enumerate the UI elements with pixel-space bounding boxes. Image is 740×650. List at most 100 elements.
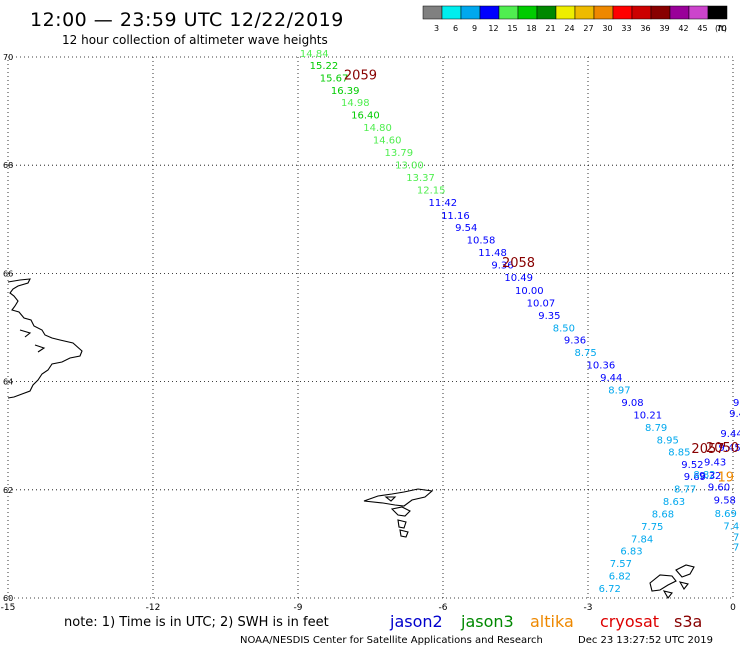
legend-level-label: 70 [716, 24, 726, 33]
pass-number: 2057 [691, 442, 724, 457]
legend-level-label: 45 [697, 24, 707, 33]
legend-unit: (ft) [715, 24, 727, 33]
legend-swatch [574, 5, 595, 20]
wave-height-value: 9.44 [720, 429, 740, 440]
wave-height-value: 10.49 [504, 273, 533, 284]
wave-height-value: 12.15 [417, 185, 446, 196]
latitude-tick-label: 64 [3, 378, 13, 387]
wave-height-value: 9.36 [564, 336, 586, 347]
latitude-tick-label: 60 [3, 594, 13, 603]
wave-height-value: 14.60 [373, 136, 402, 147]
wave-height-value: 8.75 [574, 348, 596, 359]
wave-height-value: 11.48 [478, 248, 507, 259]
satellite-name: cryosat [600, 612, 659, 631]
legend-level-label: 39 [659, 24, 669, 33]
legend-swatch [650, 5, 671, 20]
legend-level-label: 6 [453, 24, 458, 33]
credit-text: NOAA/NESDIS Center for Satellite Applica… [240, 635, 543, 646]
latitude-tick-label: 70 [3, 53, 13, 62]
wave-height-value: 10.36 [587, 361, 616, 372]
wave-height-value: 9.58 [714, 495, 736, 506]
wave-height-value: 15.22 [310, 61, 339, 72]
legend-level-label: 27 [583, 24, 593, 33]
wave-height-value: 13.00 [395, 160, 424, 171]
wave-height-value: 9.54 [455, 223, 477, 234]
wave-height-value: 9.44 [600, 373, 622, 384]
wave-height-value: 6.82 [609, 572, 631, 583]
satellite-name: s3a [674, 612, 702, 631]
legend-swatch [688, 5, 709, 20]
legend-level-label: 24 [564, 24, 574, 33]
wave-height-value: 8.95 [657, 435, 679, 446]
wave-height-value: 7 [733, 542, 739, 553]
wave-height-value: 8.77 [674, 485, 696, 496]
longitude-tick-label: -15 [1, 603, 16, 613]
wave-height-value: 8.68 [652, 509, 674, 520]
wave-height-value: 9.43 [704, 457, 726, 468]
wave-height-value: 9.45 [719, 443, 740, 454]
legend-level-label: 12 [488, 24, 498, 33]
shetland-islands [649, 564, 695, 599]
map-title: 12:00 — 23:59 UTC 12/22/2019 [30, 9, 344, 31]
legend-swatch [517, 5, 538, 20]
wave-height-value: 7.75 [641, 522, 663, 533]
wave-height-value: 10.00 [515, 286, 544, 297]
wave-height-value: 8.85 [668, 448, 690, 459]
legend-level-label: 30 [602, 24, 612, 33]
legend-swatch [479, 5, 500, 20]
wave-height-value: 8.97 [608, 386, 630, 397]
wave-height-legend: 3 6 9 12 15 18 21 24 27 30 33 36 39 42 45 70 [422, 5, 728, 33]
pass-number: 2050 [706, 441, 739, 456]
wave-height-value: 9.52 [681, 460, 703, 471]
wave-height-value: 9.35 [538, 311, 560, 322]
latitude-tick-label: 62 [3, 486, 13, 495]
lat-lon-grid [8, 57, 733, 598]
wave-height-value: 16.40 [351, 111, 380, 122]
legend-level-label: 15 [507, 24, 517, 33]
iceland-coastline [7, 278, 83, 399]
wave-height-value: 16.39 [331, 86, 360, 97]
wave-height-value: 14.84 [300, 49, 329, 60]
wave-height-value: 9.08 [621, 398, 643, 409]
longitude-tick-label: -9 [294, 603, 303, 613]
legend-level-label: 9 [472, 24, 477, 33]
map-subtitle: 12 hour collection of altimeter wave hei… [62, 33, 328, 47]
legend-swatch [612, 5, 633, 20]
legend-level-label: 42 [678, 24, 688, 33]
wave-height-value: 9.32 [699, 471, 721, 482]
faroe-islands [363, 488, 434, 538]
legend-level-label: 21 [545, 24, 555, 33]
legend-swatch [498, 5, 519, 20]
longitude-tick-label: -12 [146, 603, 161, 613]
legend-swatch [555, 5, 576, 20]
longitude-tick-label: 0 [730, 603, 736, 613]
wave-height-value: 14.98 [341, 98, 370, 109]
wave-height-value: 11.16 [441, 211, 470, 222]
wave-height-value: 7.57 [610, 559, 632, 570]
legend-level-label: 18 [526, 24, 536, 33]
coastlines [7, 278, 695, 599]
wave-height-value: 8.79 [645, 423, 667, 434]
pass-number: 19 [718, 471, 735, 486]
map-frame [7, 56, 734, 599]
wave-height-value: 11.42 [429, 198, 458, 209]
wave-height-value: 10.07 [527, 298, 556, 309]
wave-height-value: 6.83 [620, 547, 642, 558]
wave-height-value: 10.21 [633, 410, 662, 421]
wave-height-value: 9.4 [729, 409, 740, 420]
satellite-legend: jason2 jason3 altika cryosat s3a [389, 612, 702, 631]
legend-swatch [536, 5, 557, 20]
latitude-tick-label: 68 [3, 161, 13, 170]
legend-level-label: 3 [434, 24, 439, 33]
wave-height-value: 9.60 [708, 482, 730, 493]
axis-tick-labels: -15 -12 -9 -6 -3 0 70 68 66 64 62 60 [1, 53, 736, 613]
wave-height-value: 14.80 [363, 123, 392, 134]
wave-height-value: 10.58 [467, 236, 496, 247]
wave-height-value: 13.37 [406, 173, 435, 184]
wave-height-value: 7.84 [631, 534, 653, 545]
legend-swatch [669, 5, 690, 20]
wave-height-value: 9.36 [491, 261, 513, 272]
